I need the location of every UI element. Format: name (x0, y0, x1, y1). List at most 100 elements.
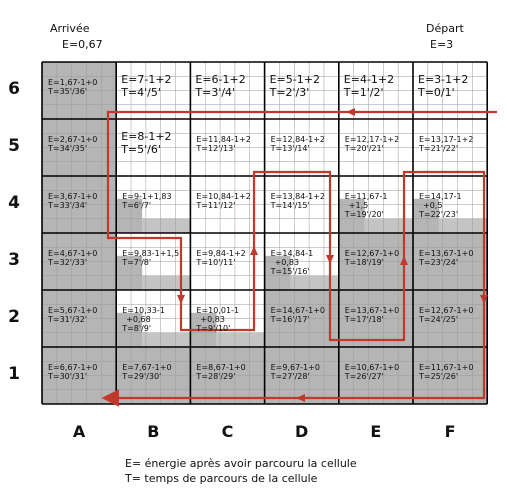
cell-F3-energy: E=13,67-1+0 (419, 249, 474, 258)
cell-D4-time: T=14'/15' (270, 201, 310, 211)
cell-A5-energy: E=2,67-1+0 (48, 135, 98, 144)
cell-D1-energy: E=9,67-1+0 (270, 363, 320, 372)
cell-E4-time: T=19'/20' (344, 210, 384, 220)
cell-F4: E=14,17-1 +0,5 T=22'/23' (413, 176, 487, 233)
cell-C4-time: T=11'/12' (196, 201, 236, 211)
cell-B6-energy: E=7-1+2 (121, 73, 172, 86)
cell-D3-energy: E=14,84-1 (270, 249, 314, 258)
cell-A6: E=1,67-1+0 T=35'/36' (42, 62, 116, 119)
cell-F4-energy: +0,5 (423, 201, 443, 211)
cell-F6: E=3-1+2 T=0/1' (413, 62, 487, 119)
cell-A4-time: T=33'/34' (48, 201, 88, 211)
cell-E5-energy: E=12,17-1+2 (344, 135, 400, 144)
cell-A1: E=6,67-1+0 T=30'/31' (42, 347, 116, 404)
cell-D5: E=12,84-1+2 T=13'/14' (265, 119, 339, 176)
cell-C2: E=10,01-1 +0,83 T=9'/10' (190, 290, 264, 347)
cell-F4-energy: E=14,17-1 (419, 192, 462, 201)
cell-E1-time: T=26'/27' (344, 372, 384, 382)
cell-C1-energy: E=8,67-1+0 (196, 363, 246, 372)
route-arrowhead (177, 295, 185, 304)
cell-F1: E=11,67-1+0 T=25'/26' (413, 347, 487, 404)
cell-B2-energy: +0,68 (126, 315, 151, 325)
route-path (101, 110, 497, 407)
shade-part-B2 (142, 332, 191, 347)
cell-B2-energy: E=10,33-1 (122, 306, 165, 315)
cell-D3: E=14,84-1 +0,83 T=15'/16' (265, 233, 339, 290)
cell-C4: E=10,84-1+2 T=11'/12' (190, 176, 264, 233)
cell-A1-time: T=30'/31' (48, 372, 88, 382)
cell-C6-energy: E=6-1+2 (195, 73, 246, 86)
cell-C6: E=6-1+2 T=3'/4' (190, 62, 264, 119)
cell-E6-time: T=1'/2' (343, 85, 384, 99)
cell-E2-energy: E=13,67-1+0 (344, 306, 400, 315)
cell-B3-time: T=7'/8' (122, 258, 152, 268)
cell-D2: E=14,67-1+0 T=16'/17' (265, 290, 339, 347)
cell-E5: E=12,17-1+2 T=20'/21' (339, 119, 413, 176)
cell-A1-energy: E=6,67-1+0 (48, 363, 98, 372)
cell-D2-time: T=16'/17' (270, 315, 310, 325)
cell-C3-time: T=10'/11' (196, 258, 236, 268)
cell-F2-time: T=24'/25' (419, 315, 459, 325)
cell-E4: E=11,67-1 +1,5 T=19'/20' (339, 176, 413, 233)
cell-F4-time: T=22'/23' (419, 210, 459, 220)
shade-part-C2 (216, 332, 265, 347)
cell-E3-energy: E=12,67-1+0 (344, 249, 400, 258)
column-label-D: D (295, 422, 309, 441)
cell-A4: E=3,67-1+0 T=33'/34' (42, 176, 116, 233)
shade-part-D3 (290, 275, 339, 290)
cell-B5-energy: E=8-1+2 (121, 130, 172, 143)
cell-F5-energy: E=13,17-1+2 (419, 135, 474, 144)
cell-D5-time: T=13'/14' (270, 144, 310, 154)
cell-F2: E=12,67-1+0 T=24'/25' (413, 290, 487, 347)
cell-E1: E=10,67-1+0 T=26'/27' (339, 347, 413, 404)
cell-C2-energy: +0,83 (200, 315, 225, 325)
row-label-6: 6 (8, 78, 20, 99)
row-label-1: 1 (8, 363, 20, 384)
cell-C4-energy: E=10,84-1+2 (196, 192, 251, 201)
cell-D3-time: T=15'/16' (270, 267, 310, 277)
shade-part-B3 (142, 275, 191, 290)
cell-B4-time: T=6'/7' (122, 201, 152, 211)
row-label-4: 4 (8, 192, 20, 213)
cell-A6-time: T=35'/36' (48, 87, 88, 97)
cell-C5: E=11,84-1+2 T=12'/13' (190, 119, 264, 176)
cell-B1: E=7,67-1+0 T=29'/30' (116, 347, 190, 404)
cell-C3: E=9,84-1+2 T=10'/11' (190, 233, 264, 290)
route-arrowhead (250, 246, 258, 255)
cell-B5-time: T=5'/6' (121, 142, 161, 156)
cell-D3-energy: +0,83 (274, 258, 300, 268)
legend-time: T= temps de parcours de la cellule (125, 472, 318, 485)
column-label-E: E (370, 422, 382, 441)
cell-F1-energy: E=11,67-1+0 (419, 363, 474, 372)
route-arrowhead (346, 108, 355, 116)
cell-E2-time: T=17'/18' (344, 315, 384, 325)
cell-B3: E=9,83-1+1,5 T=7'/8' (116, 233, 190, 290)
cell-D2-energy: E=14,67-1+0 (270, 306, 326, 315)
cell-F6-energy: E=3-1+2 (418, 73, 469, 86)
cell-B6-time: T=4'/5' (121, 85, 161, 99)
cell-E3: E=12,67-1+0 T=18'/19' (339, 233, 413, 290)
column-label-B: B (147, 422, 160, 441)
cell-E1-energy: E=10,67-1+0 (344, 363, 400, 372)
cell-A3: E=4,67-1+0 T=32'/33' (42, 233, 116, 290)
cell-C6-time: T=3'/4' (195, 85, 236, 99)
cell-D4: E=13,84-1+2 T=14'/15' (265, 176, 339, 233)
cell-D4-energy: E=13,84-1+2 (270, 192, 326, 201)
shade-part-E4 (364, 218, 413, 233)
cell-F5: E=13,17-1+2 T=21'/22' (413, 119, 487, 176)
cell-C2-time: T=9'/10' (196, 324, 231, 334)
departure-energy: E=3 (430, 38, 454, 51)
cell-C5-energy: E=11,84-1+2 (196, 135, 251, 144)
cell-B1-energy: E=7,67-1+0 (122, 363, 172, 372)
column-label-C: C (221, 422, 234, 441)
cell-A4-energy: E=3,67-1+0 (48, 192, 98, 201)
route-arrowhead (296, 394, 305, 402)
cell-C5-time: T=12'/13' (196, 144, 236, 154)
cell-F2-energy: E=12,67-1+0 (419, 306, 474, 315)
row-label-3: 3 (8, 249, 20, 270)
cell-F3-time: T=23'/24' (419, 258, 459, 268)
cell-C2-energy: E=10,01-1 (196, 306, 240, 315)
cell-B5: E=8-1+2 T=5'/6' (116, 119, 190, 176)
route-arrowhead (400, 256, 408, 265)
